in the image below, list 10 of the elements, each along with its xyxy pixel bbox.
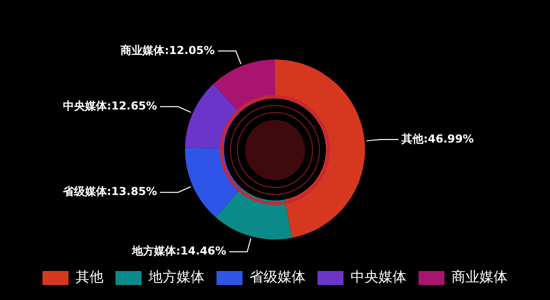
legend-label: 中央媒体 bbox=[350, 270, 406, 286]
legend-label: 省级媒体 bbox=[250, 270, 306, 286]
legend-label: 商业媒体 bbox=[452, 270, 508, 286]
legend-label: 地方媒体 bbox=[148, 270, 204, 286]
category-label: 商业媒体:12.05% bbox=[120, 44, 215, 57]
category-label: 省级媒体:13.85% bbox=[62, 185, 158, 198]
category-label: 地方媒体:14.46% bbox=[132, 244, 226, 258]
legend-label: 其他 bbox=[76, 270, 104, 286]
category-label: 中央媒体:12.65% bbox=[62, 100, 158, 112]
category-label: 其他:46.99% bbox=[402, 132, 474, 146]
